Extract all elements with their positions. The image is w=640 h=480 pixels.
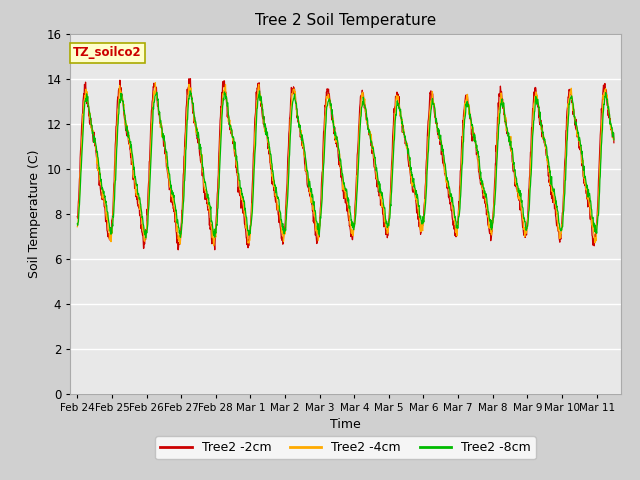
Tree2 -8cm [610,137,618,143]
Tree2 -2cm [380,215,387,221]
Tree2 -4cm [74,224,81,229]
Tree2 -8cm [74,221,81,227]
Tree2 -2cm [185,76,193,82]
Tree2 -4cm [323,94,330,100]
Tree2 -8cm [380,201,387,206]
Tree2 -4cm [313,227,321,232]
Tree2 -8cm [186,88,194,94]
Legend: Tree2 -2cm, Tree2 -4cm, Tree2 -8cm: Tree2 -2cm, Tree2 -4cm, Tree2 -8cm [156,436,536,459]
Tree2 -2cm [323,89,330,95]
Tree2 -4cm [137,207,145,213]
Tree2 -8cm [137,201,145,207]
Title: Tree 2 Soil Temperature: Tree 2 Soil Temperature [255,13,436,28]
Tree2 -2cm [74,214,81,219]
Line: Tree2 -8cm: Tree2 -8cm [77,91,614,238]
Tree2 -4cm [610,136,618,142]
Y-axis label: Soil Temperature (C): Soil Temperature (C) [28,149,41,278]
Tree2 -8cm [142,235,150,241]
Tree2 -2cm [610,140,618,145]
Tree2 -2cm [137,216,145,222]
Tree2 -8cm [115,111,123,117]
Tree2 -4cm [115,96,123,102]
Tree2 -4cm [210,243,218,249]
Tree2 -4cm [152,80,159,85]
Tree2 -2cm [313,240,321,246]
X-axis label: Time: Time [330,418,361,431]
Tree2 -2cm [175,247,182,252]
Tree2 -8cm [302,156,310,162]
Tree2 -8cm [313,219,321,225]
Line: Tree2 -4cm: Tree2 -4cm [77,83,614,246]
Line: Tree2 -2cm: Tree2 -2cm [77,79,614,250]
Tree2 -2cm [115,86,123,92]
Tree2 -4cm [302,159,310,165]
Tree2 -4cm [380,204,387,210]
Text: TZ_soilco2: TZ_soilco2 [73,46,142,59]
Tree2 -2cm [302,167,310,173]
Tree2 -8cm [323,108,330,114]
